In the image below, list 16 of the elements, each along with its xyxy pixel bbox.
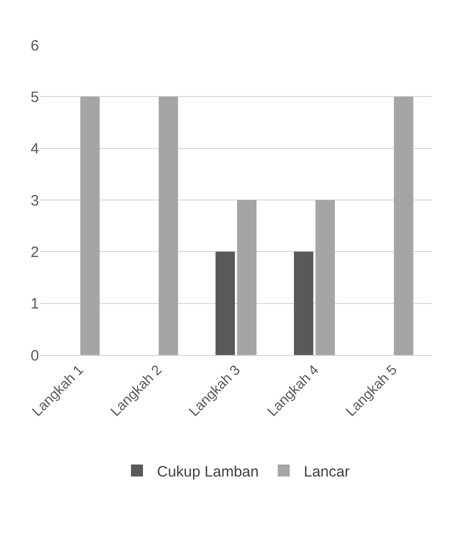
bar xyxy=(216,252,235,355)
legend-label: Lancar xyxy=(304,463,350,480)
y-tick-label: 1 xyxy=(30,296,39,313)
bar xyxy=(80,96,100,355)
y-tick-label: 5 xyxy=(30,88,39,106)
y-tick-label: 4 xyxy=(30,140,39,158)
y-tick-label: 2 xyxy=(30,244,39,261)
y-tick-label: 0 xyxy=(30,347,39,364)
legend-label: Cukup Lamban xyxy=(157,463,259,480)
y-tick-label: 3 xyxy=(30,192,39,210)
bar xyxy=(237,200,256,355)
y-tick-label: 6 xyxy=(30,37,39,54)
bar xyxy=(315,200,335,355)
bar xyxy=(294,252,314,355)
bar xyxy=(394,96,414,355)
bar xyxy=(158,96,178,355)
